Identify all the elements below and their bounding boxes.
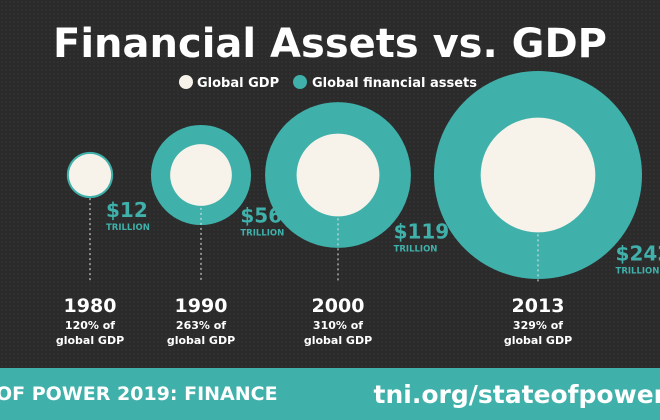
footer-banner: OF POWER 2019: FINANCE tni.org/stateofpo… [0,368,660,420]
ratio-label-1980: 120% of [65,319,115,332]
ratio-label-1990: 263% of [176,319,226,332]
gdp-label-2013: global GDP [504,334,572,347]
bubble-chart: Financial Assets vs. GDP Global GDP Globa… [53,21,660,347]
year-label-2000: 2000 [312,295,365,317]
year-label-1990: 1990 [175,295,228,317]
legend-swatch-0 [179,75,193,89]
legend: Global GDP Global financial assets [179,75,477,91]
legend-label-1: Global financial assets [312,76,477,91]
year-label-2013: 2013 [512,295,565,317]
gdp-bubble-2013 [480,117,596,233]
legend-label-0: Global GDP [197,76,279,91]
footer-url[interactable]: tni.org/stateofpower [373,379,660,409]
unit-label-1980: TRILLION [106,223,150,233]
chart-title: Financial Assets vs. GDP [53,21,607,67]
legend-swatch-1 [293,75,307,89]
unit-label-2000: TRILLION [394,245,438,255]
unit-label-2013: TRILLION [616,267,660,277]
unit-label-1990: TRILLION [240,228,284,238]
footer-series-title: OF POWER 2019: FINANCE [0,383,278,405]
assets-value-label-2000: $119 [394,220,450,244]
ratio-label-2013: 329% of [513,319,563,332]
assets-value-label-2013: $242 [616,242,660,266]
gdp-label-2000: global GDP [304,334,372,347]
year-label-1980: 1980 [64,295,117,317]
ratio-label-2000: 310% of [313,319,363,332]
bubble-group-2013: 2013 329% of global GDP $242TRILLION [434,71,660,347]
gdp-bubble-1980 [68,153,112,197]
gdp-label-1980: global GDP [56,334,124,347]
gdp-label-1990: global GDP [167,334,235,347]
gdp-bubble-1990 [170,144,232,206]
gdp-bubble-2000 [296,133,380,217]
assets-value-label-1980: $12 [106,198,148,222]
